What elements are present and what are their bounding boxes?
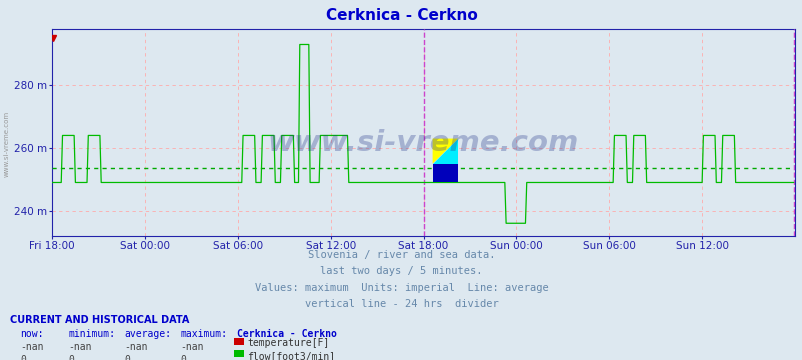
Text: -nan: -nan: [124, 342, 148, 352]
Bar: [432, 164, 458, 183]
Text: average:: average:: [124, 329, 172, 339]
Text: www.si-vreme.com: www.si-vreme.com: [3, 111, 10, 177]
Text: 0: 0: [124, 355, 130, 360]
Text: vertical line - 24 hrs  divider: vertical line - 24 hrs divider: [304, 299, 498, 309]
Text: 0: 0: [180, 355, 186, 360]
Text: Values: maximum  Units: imperial  Line: average: Values: maximum Units: imperial Line: av…: [254, 283, 548, 293]
Text: -nan: -nan: [20, 342, 43, 352]
Text: Cerknica - Cerkno: Cerknica - Cerkno: [326, 8, 476, 23]
Text: now:: now:: [20, 329, 43, 339]
Text: flow[foot3/min]: flow[foot3/min]: [247, 351, 335, 360]
Text: 0: 0: [68, 355, 74, 360]
Text: maximum:: maximum:: [180, 329, 228, 339]
Text: Cerknica - Cerkno: Cerknica - Cerkno: [237, 329, 336, 339]
Text: minimum:: minimum:: [68, 329, 115, 339]
Text: -nan: -nan: [68, 342, 91, 352]
Polygon shape: [432, 139, 458, 164]
Text: 0: 0: [20, 355, 26, 360]
Text: www.si-vreme.com: www.si-vreme.com: [268, 129, 578, 157]
Polygon shape: [432, 139, 458, 164]
Text: Slovenia / river and sea data.: Slovenia / river and sea data.: [307, 250, 495, 260]
Text: -nan: -nan: [180, 342, 204, 352]
Text: last two days / 5 minutes.: last two days / 5 minutes.: [320, 266, 482, 276]
Text: temperature[F]: temperature[F]: [247, 338, 329, 348]
Text: CURRENT AND HISTORICAL DATA: CURRENT AND HISTORICAL DATA: [10, 315, 188, 325]
